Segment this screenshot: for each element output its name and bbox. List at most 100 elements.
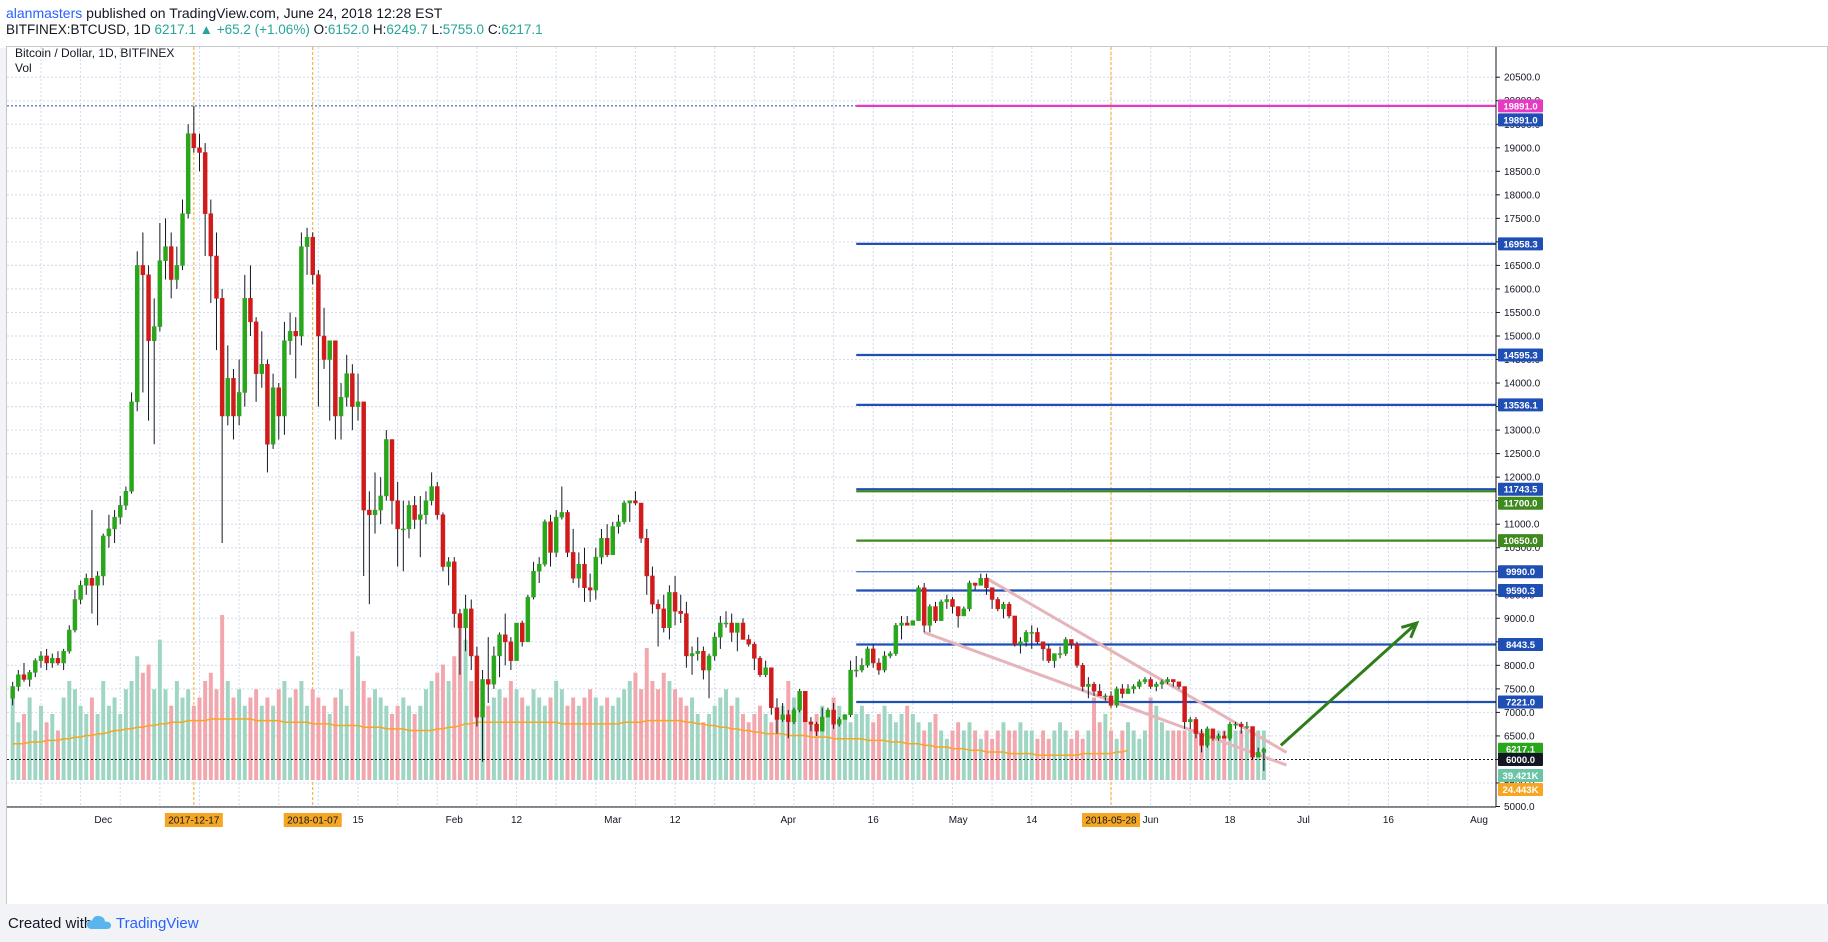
candle-body [304, 236, 310, 247]
price-level-tag-bg [1498, 99, 1543, 113]
volume-bar [1176, 730, 1181, 780]
volume-bar [395, 705, 400, 780]
volume-bar [1007, 730, 1012, 780]
candle-body [621, 502, 627, 523]
volume-bar [435, 672, 440, 780]
candle-body [1057, 653, 1063, 655]
price-chart[interactable]: 5000.05500.06000.06500.07000.07500.08000… [7, 47, 1827, 905]
volume-bar [452, 656, 457, 780]
candle-body [882, 655, 887, 671]
volume-bar [1012, 730, 1017, 780]
candle-body [978, 578, 984, 586]
tradingview-cloud-icon[interactable] [86, 913, 112, 933]
candle-body [712, 636, 717, 657]
volume-bar [656, 689, 661, 780]
candle-body [1261, 748, 1267, 753]
candle-body [418, 514, 423, 520]
chart-title: Bitcoin / Dollar, 1D, BITFINEX [15, 47, 174, 60]
symbol-label[interactable]: BITFINEX:BTCUSD, 1D [6, 22, 151, 37]
volume-bar [520, 697, 525, 780]
volume-bar [695, 714, 700, 780]
volume-bar [554, 681, 559, 780]
candle-body [299, 246, 304, 337]
volume-bar [814, 714, 819, 780]
volume-bar [780, 705, 785, 780]
volume-bar [276, 689, 281, 780]
volume-bar [644, 648, 649, 780]
volume-bar [1227, 730, 1232, 780]
volume-bar [50, 714, 55, 780]
volume-bar [1182, 730, 1187, 780]
volume-bar [984, 730, 989, 780]
candle-body [486, 679, 491, 685]
candle-body [1046, 648, 1051, 661]
candle-body [1108, 695, 1114, 706]
published-text: published on TradingView.com, June 24, 2… [82, 5, 443, 21]
volume-bar [769, 722, 774, 780]
candle-body [282, 340, 287, 417]
tradingview-link[interactable]: TradingView [116, 915, 199, 932]
candle-body [140, 265, 146, 276]
candle-body [276, 387, 281, 417]
candle-body [944, 599, 950, 603]
volume-bar [791, 697, 796, 780]
candle-body [644, 538, 649, 577]
projection-arrow-shaft [1279, 621, 1418, 747]
last-price-tag-bg [1498, 742, 1543, 756]
candle-body [33, 660, 38, 673]
y-tick-label: 7000.0 [1504, 708, 1535, 719]
y-tick-label: 16500.0 [1504, 261, 1541, 272]
candle-body [21, 674, 27, 680]
volume-bar [1097, 722, 1102, 780]
volume-bar [673, 689, 678, 780]
volume-bar [220, 615, 225, 780]
candle-body [361, 401, 366, 511]
candle-body [112, 516, 117, 530]
candle-body [502, 634, 508, 643]
volume-bar [763, 714, 768, 780]
volume-bar [627, 681, 632, 780]
volume-bar [650, 681, 655, 780]
candle-body [350, 373, 355, 407]
volume-bar [865, 714, 870, 780]
candle-body [531, 570, 536, 598]
volume-bar [327, 714, 332, 780]
candle-body [684, 613, 689, 657]
candle-body [327, 340, 332, 360]
candle-body [367, 509, 372, 516]
candle-body [10, 686, 15, 699]
candle-body [599, 538, 604, 558]
volume-bar [356, 656, 361, 780]
author-link[interactable]: alanmasters [6, 5, 83, 21]
candle-body [67, 629, 72, 652]
price-level-tag-bg [1498, 348, 1543, 362]
volume-bar [10, 689, 15, 780]
date-marker-label: 2018-01-07 [287, 816, 339, 827]
candle-body [191, 133, 197, 149]
volume-bar [1109, 730, 1113, 780]
candle-body [197, 147, 202, 153]
candle-body [565, 512, 570, 553]
y-tick-label: 5000.0 [1504, 802, 1535, 813]
candle-body [757, 658, 763, 676]
candle-body [1029, 632, 1034, 634]
candle-body [984, 578, 989, 588]
volume-bar [910, 714, 915, 780]
candle-body [27, 672, 32, 680]
candle-body [293, 331, 298, 337]
candle-body [1120, 688, 1125, 694]
volume-bar [752, 714, 757, 780]
volume-bar [288, 697, 293, 780]
candle-body [1023, 632, 1029, 643]
volume-bar [746, 722, 751, 780]
candle-body [1148, 679, 1153, 687]
chart-container[interactable]: 5000.05500.06000.06500.07000.07500.08000… [6, 46, 1828, 906]
volume-bar [729, 705, 734, 780]
x-tick-label: 16 [868, 815, 880, 826]
volume-bar [514, 689, 519, 780]
candle-body [938, 601, 944, 621]
x-tick-label: Dec [94, 815, 112, 826]
price-level-tag-bg [1498, 637, 1543, 651]
volume-bar [1120, 730, 1125, 780]
volume-bar [316, 697, 321, 780]
